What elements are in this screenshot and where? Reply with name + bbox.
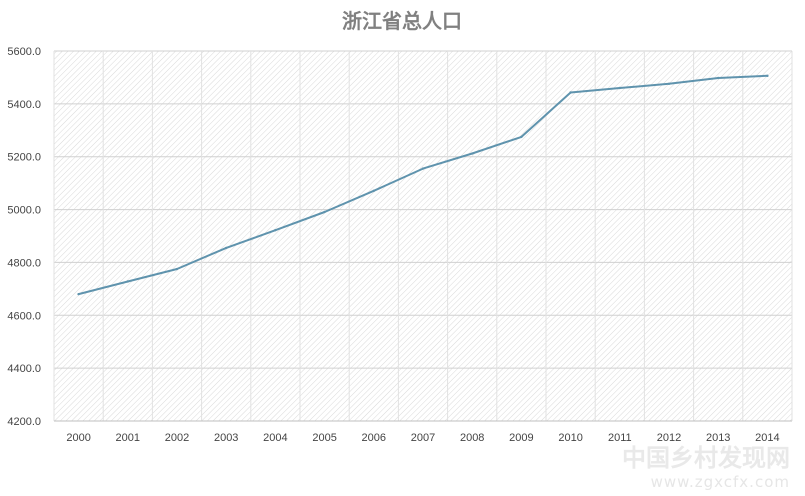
data-point xyxy=(766,74,769,78)
x-tick-label: 2008 xyxy=(460,432,484,444)
x-axis-tick-labels: 2000 2001 2002 2003 2004 2005 2006 2007 2008 2009… xyxy=(66,432,779,444)
watermark-url: www.zgxcfx.com xyxy=(651,473,790,491)
data-point xyxy=(421,167,425,170)
data-point xyxy=(717,76,720,80)
data-point xyxy=(225,246,228,250)
x-tick-label: 2014 xyxy=(755,432,779,444)
data-point xyxy=(471,152,474,155)
x-tick-label: 2010 xyxy=(558,432,582,444)
x-tick-label: 2000 xyxy=(66,432,90,444)
data-point xyxy=(77,292,80,296)
y-tick-label: 5600.0 xyxy=(7,46,41,58)
watermark-logo-text: 中国乡村发现网 xyxy=(622,443,790,472)
data-point xyxy=(667,82,671,85)
x-tick-label: 2011 xyxy=(608,432,632,444)
data-point xyxy=(126,280,129,283)
x-tick-label: 2013 xyxy=(706,432,730,444)
y-tick-label: 5400.0 xyxy=(7,99,41,111)
y-tick-label: 4400.0 xyxy=(7,363,41,375)
x-tick-label: 2002 xyxy=(165,432,189,444)
data-point xyxy=(618,86,621,90)
plot-area-background xyxy=(54,51,792,421)
x-tick-label: 2009 xyxy=(509,432,533,444)
y-tick-label: 4200.0 xyxy=(7,416,41,428)
data-point xyxy=(274,228,277,232)
data-point xyxy=(520,135,523,139)
y-axis-tick-labels: 4200.0 4400.0 4600.0 4800.0 5000.0 5200.0 5400… xyxy=(7,46,41,428)
data-point xyxy=(372,189,375,193)
x-tick-label: 2004 xyxy=(263,432,287,444)
y-tick-label: 4800.0 xyxy=(7,257,41,269)
x-tick-label: 2007 xyxy=(411,432,435,444)
x-tick-label: 2012 xyxy=(657,432,681,444)
chart-title: 浙江省总人口 xyxy=(342,9,462,33)
series-layer xyxy=(77,74,769,296)
data-point xyxy=(323,210,326,214)
y-tick-label: 4600.0 xyxy=(7,310,41,322)
x-tick-label: 2003 xyxy=(214,432,238,444)
data-point xyxy=(175,267,179,271)
x-tick-label: 2001 xyxy=(116,432,140,444)
watermark: 中国乡村发现网 www.zgxcfx.com xyxy=(622,443,790,491)
x-tick-label: 2006 xyxy=(362,432,386,444)
data-point xyxy=(569,91,572,94)
y-tick-label: 5000.0 xyxy=(7,205,41,217)
x-tick-label: 2005 xyxy=(312,432,336,444)
y-tick-label: 5200.0 xyxy=(7,152,41,164)
gridlines xyxy=(53,50,793,421)
